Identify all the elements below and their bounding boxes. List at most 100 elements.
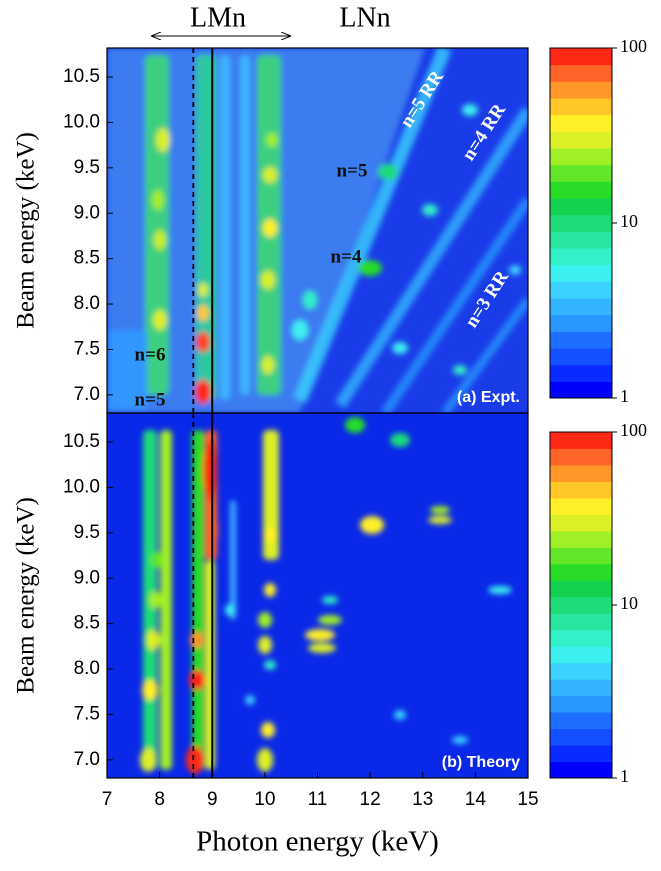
annotation: LNn [339, 2, 390, 33]
heatmap-blob [142, 680, 158, 700]
x-tick-label: 13 [412, 789, 433, 810]
y-tick-label: 10.0 [63, 111, 100, 132]
y-tick-label: 9.0 [74, 202, 100, 223]
heatmap-blob [292, 320, 308, 340]
colorbar-band [550, 331, 612, 349]
x-tick-label: 15 [517, 789, 538, 810]
heatmap-blob [263, 167, 277, 183]
colorbar-band [550, 662, 612, 680]
heatmap-blob [152, 190, 164, 210]
colorbar-band [550, 712, 612, 730]
colorbar-band [550, 646, 612, 664]
annotation: n=6 [135, 344, 166, 365]
heatmap-blob [195, 380, 211, 404]
heatmap-streak [263, 430, 279, 560]
colorbar-band [550, 281, 612, 299]
colorbar-tick-label: 1 [620, 386, 629, 406]
annotation: n=4 [331, 246, 362, 267]
colorbar-band [550, 761, 612, 779]
heatmap-blob [186, 746, 204, 774]
colorbar-band [550, 695, 612, 713]
heatmap-blob [203, 440, 217, 500]
colorbar-band [550, 514, 612, 532]
heatmap-blob [462, 104, 478, 116]
panel-label: (b) Theory [442, 754, 520, 771]
heatmap-blob [245, 695, 255, 705]
colorbar-band [550, 164, 612, 182]
colorbar-band [550, 148, 612, 166]
x-tick-label: 8 [154, 789, 165, 810]
heatmap-blob [264, 527, 276, 543]
y-axis-label: Beam energy (keV) [13, 497, 40, 694]
heatmap-blob [453, 365, 467, 375]
heatmaps [107, 48, 528, 778]
heatmap-blob [345, 417, 365, 433]
y-tick-label: 8.5 [74, 613, 100, 634]
colorbar-band [550, 448, 612, 466]
heatmap-streak [160, 430, 172, 770]
x-tick-label: 11 [308, 789, 328, 810]
colorbar-band [550, 64, 612, 82]
heatmap-blob [360, 516, 384, 534]
annotation: n=5 [337, 160, 368, 181]
axes: 7.0 7.5 8.0 8.5 9.0 9.5 10.0 10.5 Beam energy (k… [13, 36, 647, 858]
heatmap-blob [394, 710, 406, 720]
heatmap-blob [153, 310, 167, 330]
heatmap-streak [240, 55, 250, 395]
colorbar-tick-label: 10 [620, 593, 638, 613]
heatmap-blob [264, 583, 276, 597]
colorbar-band [550, 198, 612, 216]
heatmap-blob [258, 612, 272, 628]
heatmap-background [107, 413, 528, 778]
heatmap-streak [230, 500, 236, 620]
colorbar-band [550, 547, 612, 565]
colorbar-band [550, 231, 612, 249]
heatmap-blob [198, 283, 208, 297]
y-tick-label: 10.5 [63, 431, 100, 452]
heatmap-band [441, 297, 528, 413]
colorbar-band [550, 613, 612, 631]
colorbar-tick-label: 10 [620, 211, 638, 231]
heatmap-blob [263, 219, 277, 237]
heatmap-band [293, 48, 452, 403]
heatmap-streak [220, 55, 230, 400]
y-tick-label: 7.0 [74, 384, 100, 405]
y-tick-label: 10.5 [63, 66, 100, 87]
heatmap-blob [262, 356, 274, 374]
colorbar-tick-label: 100 [620, 36, 647, 56]
heatmap-blob [430, 506, 450, 514]
heatmap-blob [303, 291, 317, 309]
heatmap-blob [264, 660, 276, 670]
y-tick-label: 8.0 [74, 658, 100, 679]
colorbar-band [550, 381, 612, 399]
heatmap-blob [197, 305, 209, 321]
heatmap [107, 48, 528, 413]
heatmap [107, 413, 528, 778]
heatmap-texture [107, 48, 528, 413]
y-tick-label: 9.5 [74, 157, 100, 178]
heatmap-band [380, 197, 528, 413]
colorbar-band [550, 314, 612, 332]
heatmap-streak [205, 560, 215, 770]
annotation: n=5 [135, 389, 166, 410]
y-tick-label: 8.5 [74, 248, 100, 269]
heatmap-streak [107, 330, 147, 410]
colorbar-band [550, 264, 612, 282]
colorbar-band [550, 530, 612, 548]
heatmap-blob [151, 552, 163, 568]
heatmap-blob [225, 604, 235, 616]
heatmap-blob [154, 230, 166, 250]
heatmap-texture [140, 417, 512, 774]
x-tick-label: 7 [102, 789, 113, 810]
x-tick-label: 10 [254, 789, 275, 810]
colorbar-band [550, 81, 612, 99]
heatmap-blob [305, 629, 335, 641]
heatmap-blob [390, 433, 410, 447]
colorbar-band [550, 580, 612, 598]
colorbar-band [550, 214, 612, 232]
y-tick-label: 10.0 [63, 476, 100, 497]
x-tick-label: 12 [360, 789, 381, 810]
colorbar-band [550, 181, 612, 199]
colorbar-band [550, 679, 612, 697]
